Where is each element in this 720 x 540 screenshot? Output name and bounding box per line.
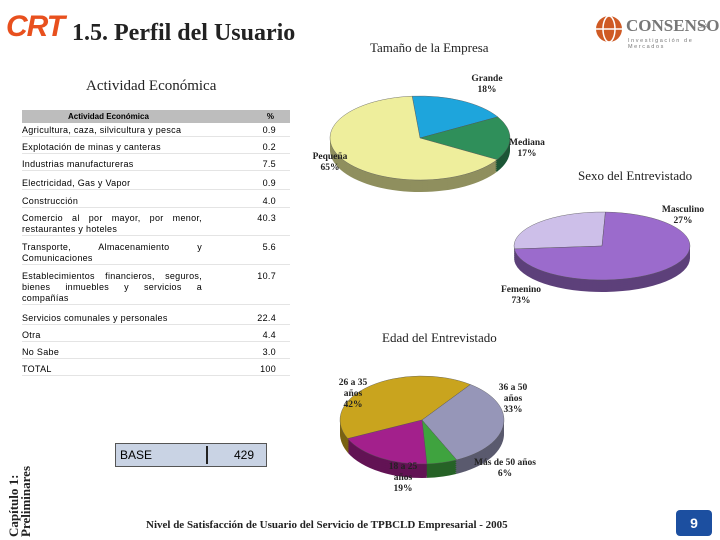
slice-value: 6% xyxy=(497,469,513,479)
base-value: 429 xyxy=(234,448,255,462)
row-label: Establecimientos financieros, seguros, b… xyxy=(22,271,202,303)
logo: CRT xyxy=(6,10,65,43)
slice-name: Mediana xyxy=(509,138,545,148)
table-row: TOTAL 100 xyxy=(22,364,290,376)
chart-title: Edad del Entrevistado xyxy=(382,330,497,345)
slice-value: 17% xyxy=(517,149,537,159)
pie-slice xyxy=(513,211,606,250)
table-title: Actividad Económica xyxy=(86,78,217,94)
pie-slice xyxy=(329,95,498,181)
row-label: Otra xyxy=(22,330,41,340)
slice-value: 65% xyxy=(320,163,340,173)
slice-name: 18 a 25 años xyxy=(388,462,418,483)
table-row: Servicios comunales y personales 22.4 xyxy=(22,313,290,325)
slice-label: Mediana 17% xyxy=(492,138,562,160)
brand: CONSENSO xyxy=(626,16,720,35)
row-value: 10.7 xyxy=(257,271,276,281)
col-header: % xyxy=(266,112,274,121)
slice-name: Grande xyxy=(471,74,503,84)
pie-slice xyxy=(411,95,499,139)
col-header: Actividad Económica xyxy=(68,112,149,121)
slice-label: Más de 50 años 6% xyxy=(470,458,540,480)
row-label: Electricidad, Gas y Vapor xyxy=(22,178,131,188)
chart-title: Sexo del Entrevistado xyxy=(578,168,693,183)
slice-label: 18 a 25 años 19% xyxy=(380,462,426,495)
row-label: Agricultura, caza, silvicultura y pesca xyxy=(22,125,182,135)
pie-slice xyxy=(347,419,428,465)
row-label: TOTAL xyxy=(22,364,52,374)
brand-tagline: Investigación de Mercados xyxy=(628,38,694,50)
row-value: 7.5 xyxy=(262,159,276,169)
table-row: Otra 4.4 xyxy=(22,330,290,342)
table-row: Electricidad, Gas y Vapor 0.9 xyxy=(22,178,290,190)
slice-label: Grande 18% xyxy=(452,74,522,96)
row-label: Construcción xyxy=(22,196,79,206)
row-value: 0.9 xyxy=(262,178,276,188)
slice-value: 18% xyxy=(477,85,497,95)
row-value: 100 xyxy=(260,364,276,374)
slice-name: Más de 50 años xyxy=(473,458,537,468)
row-value: 0.9 xyxy=(262,125,276,135)
table-row: Agricultura, caza, silvicultura y pesca 0… xyxy=(22,125,290,137)
brand-suffix: S.A. xyxy=(698,24,710,30)
pie-slice xyxy=(339,375,471,439)
pie-slice xyxy=(514,211,691,281)
slice-label: Femenino 73% xyxy=(486,285,556,307)
slice-value: 42% xyxy=(343,400,363,410)
row-value: 40.3 xyxy=(257,213,276,223)
table-row: No Sabe 3.0 xyxy=(22,347,290,359)
table-row: Explotación de minas y canteras 0.2 xyxy=(22,142,290,154)
slice-value: 19% xyxy=(393,484,413,494)
slice-name: Femenino xyxy=(500,285,542,295)
row-label: Comercio al por mayor, por menor, restau… xyxy=(22,213,202,234)
table-row: Establecimientos financieros, seguros, b… xyxy=(22,271,290,305)
row-label: Explotación de minas y canteras xyxy=(22,142,161,152)
slice-name: 26 a 35 años xyxy=(338,378,368,399)
table-header: Actividad Económica % xyxy=(22,110,290,123)
slice-label: Pequeña 65% xyxy=(300,152,360,174)
row-value: 4.4 xyxy=(262,330,276,340)
row-value: 0.2 xyxy=(262,142,276,152)
row-label: Servicios comunales y personales xyxy=(22,313,168,323)
slice-name: 36 a 50 años xyxy=(498,383,528,404)
slice-label: Masculino 27% xyxy=(648,205,718,227)
row-value: 5.6 xyxy=(262,242,276,252)
row-label: Transporte, Almacenamiento y Comunicacio… xyxy=(22,242,202,263)
table-row: Transporte, Almacenamiento y Comunicacio… xyxy=(22,242,290,265)
row-label: No Sabe xyxy=(22,347,60,357)
table-row: Industrias manufactureras 7.5 xyxy=(22,159,290,171)
slice-label: 26 a 35 años 42% xyxy=(330,378,376,411)
row-value: 3.0 xyxy=(262,347,276,357)
row-value: 4.0 xyxy=(262,196,276,206)
table-row: Construcción 4.0 xyxy=(22,196,290,208)
slice-value: 33% xyxy=(503,405,523,415)
slice-name: Pequeña xyxy=(312,152,348,162)
page-title: 1.5. Perfil del Usuario xyxy=(72,20,296,46)
pie-slice xyxy=(421,384,505,461)
base-box: BASE 429 xyxy=(115,443,267,467)
row-value: 22.4 xyxy=(257,313,276,323)
footer: Nivel de Satisfacción de Usuario del Ser… xyxy=(146,519,508,531)
slice-value: 27% xyxy=(673,216,693,226)
slice-value: 73% xyxy=(511,296,531,306)
page-number: 9 xyxy=(676,510,712,536)
slice-name: Masculino xyxy=(661,205,705,215)
pie-slice xyxy=(419,116,511,160)
chart-title: Tamaño de la Empresa xyxy=(370,40,489,55)
row-label: Industrias manufactureras xyxy=(22,159,134,169)
slice-label: 36 a 50 años 33% xyxy=(490,383,536,416)
base-label: BASE xyxy=(120,448,153,462)
brand-globe xyxy=(596,15,622,43)
table-row: Comercio al por mayor, por menor, restau… xyxy=(22,213,290,236)
